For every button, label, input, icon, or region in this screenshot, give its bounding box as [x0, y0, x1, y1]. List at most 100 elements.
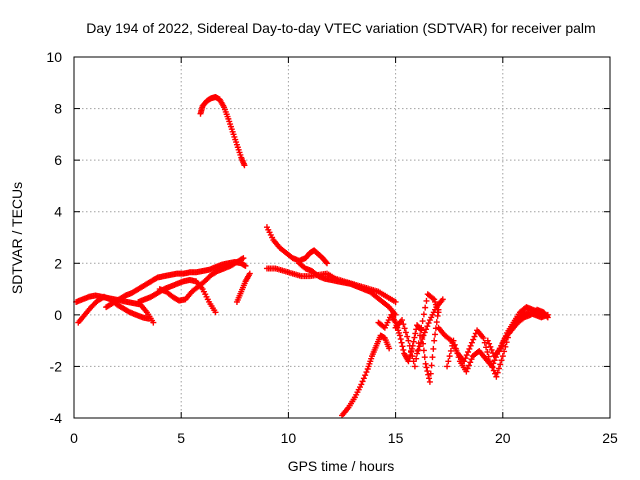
data-point	[359, 378, 366, 385]
series-arc-j	[296, 260, 399, 318]
data-point	[490, 360, 497, 367]
data-point	[498, 357, 505, 364]
data-point	[423, 326, 430, 333]
y-tick-label: 4	[54, 204, 62, 220]
data-point	[406, 342, 413, 349]
y-tick-label: 6	[54, 152, 62, 168]
data-point	[421, 329, 428, 336]
x-axis-label: GPS time / hours	[288, 458, 395, 474]
data-point	[410, 338, 417, 345]
data-point	[242, 262, 249, 269]
data-point	[497, 361, 504, 368]
y-tick-label: -2	[50, 358, 63, 374]
data-point	[495, 365, 502, 372]
data-point	[392, 298, 399, 305]
data-point	[239, 255, 246, 262]
data-point	[402, 329, 409, 336]
series-arc-g	[197, 93, 248, 169]
data-point	[405, 358, 412, 365]
series-arc-q	[484, 304, 549, 360]
data-point	[446, 353, 453, 360]
y-tick-label: 2	[54, 255, 62, 271]
data-point	[432, 331, 439, 338]
data-point	[497, 345, 504, 352]
data-point	[422, 360, 429, 367]
data-point	[468, 356, 475, 363]
data-point	[401, 325, 408, 332]
x-tick-label: 10	[281, 430, 297, 446]
data-point	[426, 375, 433, 382]
data-point	[399, 343, 406, 350]
data-point	[413, 355, 420, 362]
data-point	[412, 330, 419, 337]
data-point	[416, 343, 423, 350]
data-point	[323, 259, 330, 266]
data-point	[408, 347, 415, 354]
data-series	[73, 93, 551, 419]
data-point	[470, 336, 477, 343]
data-point	[433, 319, 440, 326]
data-point	[454, 350, 461, 357]
data-point	[502, 343, 509, 350]
data-point	[427, 370, 434, 377]
data-point	[488, 346, 495, 353]
data-point	[471, 333, 478, 340]
data-point	[447, 347, 454, 354]
data-point	[445, 358, 452, 365]
data-point	[431, 337, 438, 344]
x-tick-label: 15	[388, 430, 404, 446]
data-point	[411, 363, 418, 370]
data-point	[447, 336, 454, 343]
data-point	[246, 270, 253, 277]
data-point	[428, 362, 435, 369]
data-point	[423, 297, 430, 304]
data-point	[423, 364, 430, 371]
data-point	[465, 362, 472, 369]
data-point	[362, 372, 369, 379]
data-point	[501, 336, 508, 343]
data-point	[484, 348, 491, 355]
data-point	[489, 363, 496, 370]
data-point	[150, 319, 157, 326]
data-point	[358, 381, 365, 388]
data-point	[418, 324, 425, 331]
data-point	[429, 354, 436, 361]
data-point	[414, 350, 421, 357]
plot-frame	[73, 56, 611, 419]
series-arc-m	[392, 291, 442, 370]
data-point	[425, 320, 432, 327]
data-point	[490, 367, 497, 374]
chart-title: Day 194 of 2022, Sidereal Day-to-day VTE…	[86, 20, 595, 36]
data-point	[480, 335, 487, 342]
data-point	[146, 315, 153, 322]
data-point	[397, 336, 404, 343]
data-point	[444, 363, 451, 370]
series-arc-f	[233, 270, 253, 305]
y-tick-label: 8	[54, 101, 62, 117]
data-point	[467, 359, 474, 366]
data-point	[484, 337, 491, 344]
data-point	[212, 309, 219, 316]
series-arc-b	[75, 293, 153, 326]
data-point	[363, 369, 370, 376]
data-point	[481, 339, 488, 346]
data-point	[396, 332, 403, 339]
data-point	[417, 339, 424, 346]
y-tick-label: -4	[50, 410, 63, 426]
data-point	[498, 342, 505, 349]
data-point	[542, 311, 549, 318]
data-point	[422, 304, 429, 311]
data-point	[406, 355, 413, 362]
data-point	[501, 348, 508, 355]
axis-ticks: 0 5 10 15 20 25 -4 -2 0 2 4 6 8 10	[46, 49, 618, 446]
data-point	[420, 347, 427, 354]
data-point	[464, 365, 471, 372]
data-point	[499, 353, 506, 360]
data-point	[468, 339, 475, 346]
data-point	[323, 260, 330, 267]
data-point	[500, 339, 507, 346]
data-point	[467, 342, 474, 349]
data-point	[426, 378, 433, 385]
data-point	[420, 311, 427, 318]
